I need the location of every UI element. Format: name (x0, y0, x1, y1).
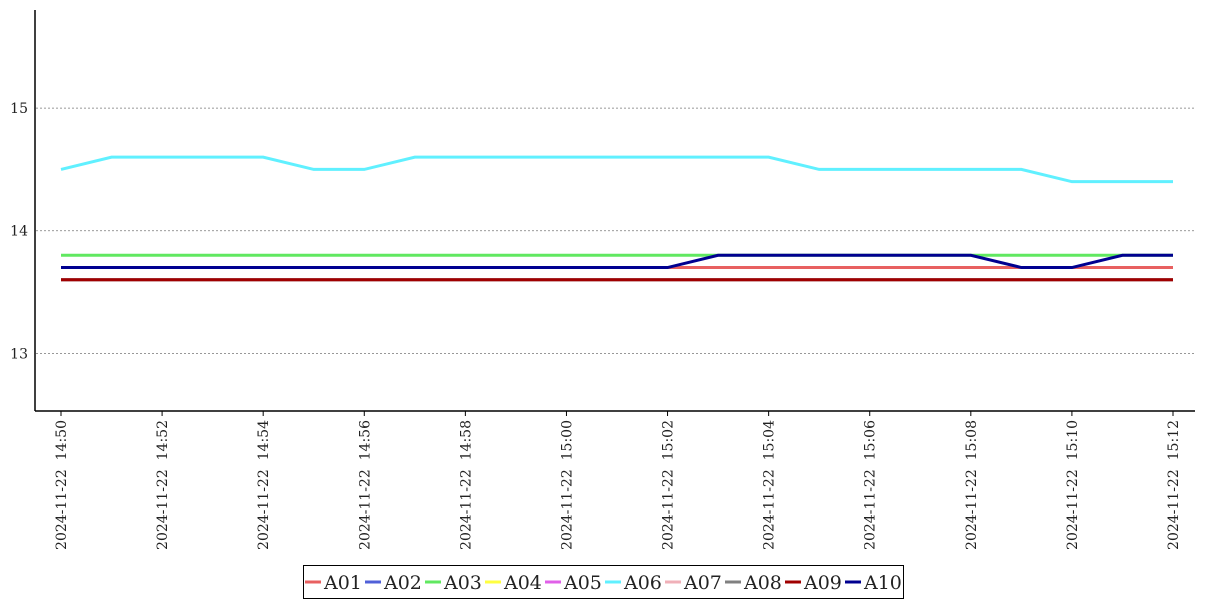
y-tick-label: 13 (10, 346, 28, 362)
legend-label: A09 (803, 572, 842, 594)
x-tick-label: 2024-11-22 15:04 (762, 420, 778, 550)
legend-label: A10 (863, 572, 902, 594)
legend-label: A06 (623, 572, 662, 594)
y-tick-label: 14 (10, 224, 28, 240)
x-tick-label: 2024-11-22 15:02 (661, 420, 677, 550)
legend-label: A04 (503, 572, 542, 594)
series-line (61, 253, 1173, 270)
legend-label: A02 (383, 572, 422, 594)
x-tick-label: 2024-11-22 15:12 (1166, 420, 1182, 550)
x-tick-label: 2024-11-22 14:54 (256, 420, 272, 550)
x-tick-label: 2024-11-22 15:08 (964, 420, 980, 550)
legend-label: A05 (563, 572, 602, 594)
legend-label: A03 (443, 572, 482, 594)
legend-box (303, 565, 904, 599)
x-tick-label: 2024-11-22 15:06 (863, 420, 879, 550)
x-tick-label: 2024-11-22 14:56 (357, 420, 373, 550)
legend-label: A01 (323, 572, 362, 594)
series-line (60, 155, 1173, 184)
x-tick-label: 2024-11-22 14:52 (155, 420, 171, 550)
y-tick-label: 15 (10, 101, 28, 117)
legend-label: A08 (743, 572, 782, 594)
x-tick-label: 2024-11-22 15:00 (559, 420, 575, 550)
x-tick-label: 2024-11-22 14:58 (458, 420, 474, 550)
x-tick-label: 2024-11-22 15:10 (1065, 420, 1081, 550)
x-tick-label: 2024-11-22 14:50 (54, 420, 70, 550)
legend-label: A07 (683, 572, 722, 594)
